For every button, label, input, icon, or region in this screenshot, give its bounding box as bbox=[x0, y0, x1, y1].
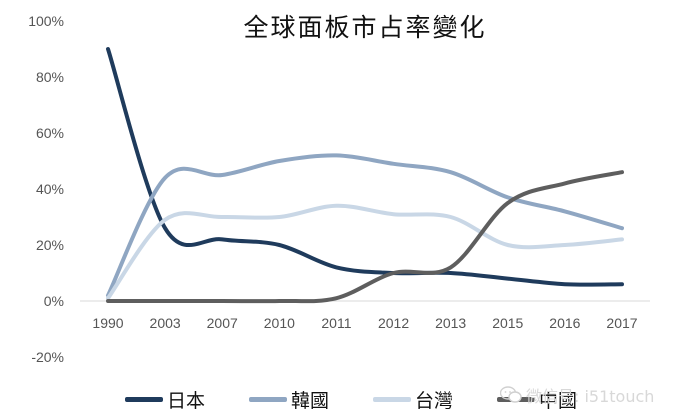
legend-swatch bbox=[249, 397, 288, 402]
legend-item: 韓國 bbox=[249, 386, 329, 413]
legend-label: 韓國 bbox=[291, 390, 330, 412]
x-tick-label: 2010 bbox=[264, 315, 295, 331]
wechat-icon bbox=[500, 386, 522, 403]
x-tick-label: 2013 bbox=[435, 315, 466, 331]
watermark-text: 微信号: i51touch bbox=[526, 387, 655, 406]
x-tick-label: 1990 bbox=[92, 315, 123, 331]
series-line-2 bbox=[106, 203, 624, 301]
legend-swatch bbox=[373, 397, 412, 402]
chart-title: 全球面板市占率變化 bbox=[243, 13, 487, 42]
x-tick-label: 2016 bbox=[549, 315, 580, 331]
legend-label: 中國 bbox=[539, 390, 578, 412]
y-tick-label: 100% bbox=[28, 13, 64, 29]
y-tick-label: 40% bbox=[36, 181, 64, 197]
y-axis-ticks: 100% 80% 60% 40% 20% 0% -20% bbox=[28, 13, 64, 365]
legend-label: 日本 bbox=[167, 390, 206, 412]
watermark: 微信号: i51touch bbox=[500, 383, 654, 407]
y-tick-label: 20% bbox=[36, 237, 64, 253]
x-tick-label: 2003 bbox=[150, 315, 181, 331]
series-line-0 bbox=[106, 47, 624, 287]
y-tick-label: 0% bbox=[44, 293, 64, 309]
x-tick-label: 2017 bbox=[606, 315, 637, 331]
x-axis: 1990 2003 2007 2010 2011 2012 2013 2015 2016 2017 bbox=[80, 300, 650, 331]
y-tick-label: 60% bbox=[36, 125, 64, 141]
y-tick-label: -20% bbox=[31, 349, 64, 365]
y-tick-label: 80% bbox=[36, 69, 64, 85]
x-tick-label: 2015 bbox=[492, 315, 523, 331]
x-tick-label: 2007 bbox=[207, 315, 238, 331]
series-line-3 bbox=[106, 170, 624, 304]
series-lines bbox=[106, 47, 624, 304]
legend-item: 台灣 bbox=[373, 386, 453, 413]
series-line-1 bbox=[106, 153, 624, 298]
x-tick-label: 2011 bbox=[321, 315, 351, 331]
x-tick-label: 2012 bbox=[378, 315, 409, 331]
legend-label: 台灣 bbox=[415, 390, 454, 412]
legend-item: 日本 bbox=[125, 386, 205, 413]
legend-swatch bbox=[125, 397, 163, 402]
